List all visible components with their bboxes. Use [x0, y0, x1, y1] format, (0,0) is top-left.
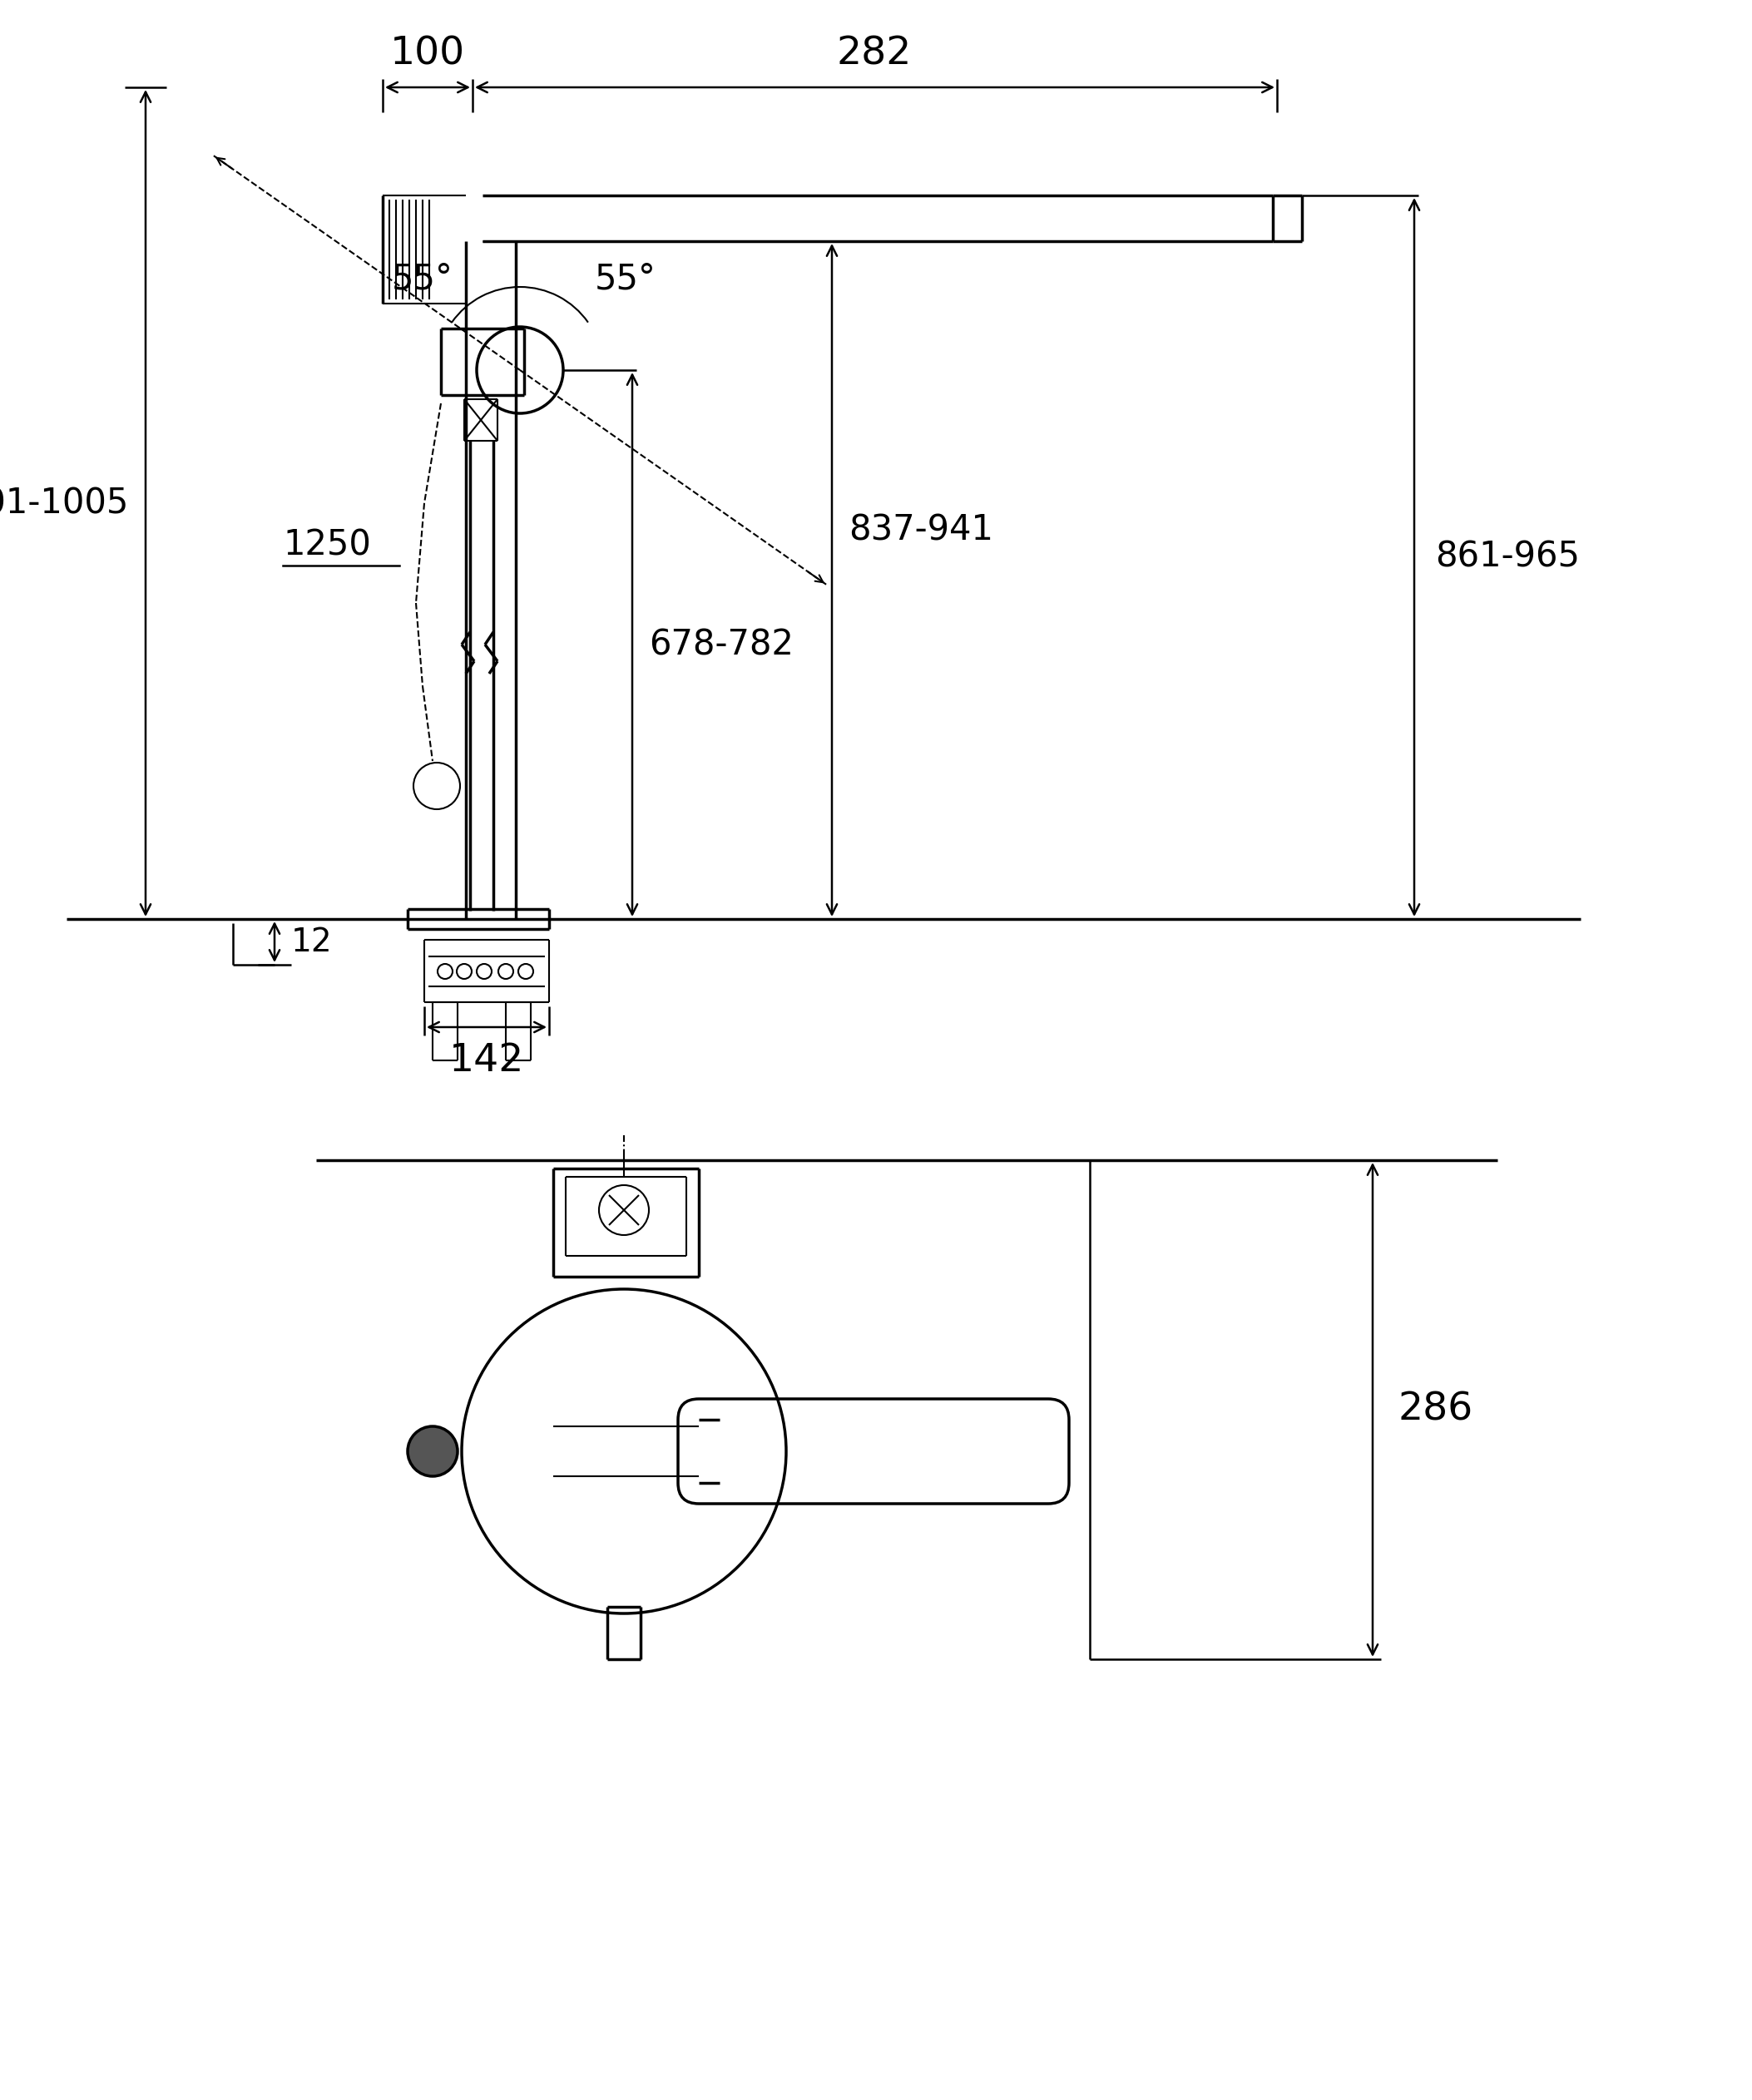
Text: 286: 286 [1398, 1390, 1473, 1428]
Text: 1250: 1250 [282, 527, 371, 563]
Text: 55°: 55° [596, 260, 657, 296]
Text: 861-965: 861-965 [1435, 540, 1580, 575]
Text: 100: 100 [391, 36, 464, 74]
Text: 837-941: 837-941 [848, 512, 993, 548]
Text: 678-782: 678-782 [648, 628, 794, 662]
Text: 12: 12 [291, 926, 333, 958]
Text: 282: 282 [837, 36, 913, 74]
Circle shape [408, 1426, 457, 1476]
Text: 901-1005: 901-1005 [0, 485, 130, 521]
Text: 55°: 55° [392, 260, 454, 296]
Text: 142: 142 [449, 1042, 524, 1079]
